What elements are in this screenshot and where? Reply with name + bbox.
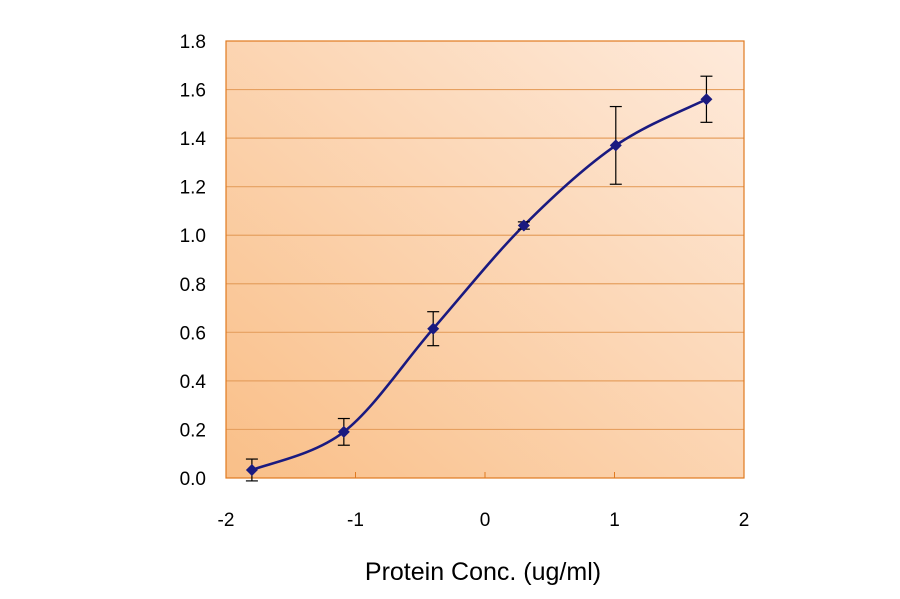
x-axis: -2 -1 0 1 2 [218, 472, 750, 531]
x-tick-label: -2 [218, 510, 235, 531]
data-point [700, 93, 713, 106]
y-tick-label: 1.8 [180, 32, 206, 53]
data-point [517, 219, 530, 232]
y-tick-label: 0.6 [180, 323, 206, 344]
data-point [337, 425, 350, 438]
x-axis-label: Protein Conc. (ug/ml) [365, 558, 601, 586]
x-tick-label: 1 [609, 510, 620, 531]
y-tick-label: 1.2 [180, 178, 206, 199]
plot-area [226, 41, 744, 478]
y-tick-label: 0.8 [180, 275, 206, 296]
y-axis: 0.0 0.2 0.4 0.6 0.8 1.0 1.2 1.4 1.6 1.8 [180, 32, 207, 490]
y-tick-label: 1.0 [180, 226, 206, 247]
x-tick-label: -1 [347, 510, 364, 531]
x-tick-label: 2 [739, 510, 750, 531]
data-point [609, 139, 622, 152]
grid-lines [226, 88, 744, 431]
y-tick-label: 0.2 [180, 420, 206, 441]
data-point [245, 463, 258, 476]
y-tick-label: 1.4 [180, 129, 207, 150]
series-line [251, 98, 708, 472]
data-point [427, 322, 440, 335]
series [245, 75, 713, 482]
y-tick-label: 0.0 [180, 469, 206, 490]
y-tick-label: 0.4 [180, 372, 207, 393]
x-tick-label: 0 [480, 510, 491, 531]
y-tick-label: 1.6 [180, 81, 206, 102]
